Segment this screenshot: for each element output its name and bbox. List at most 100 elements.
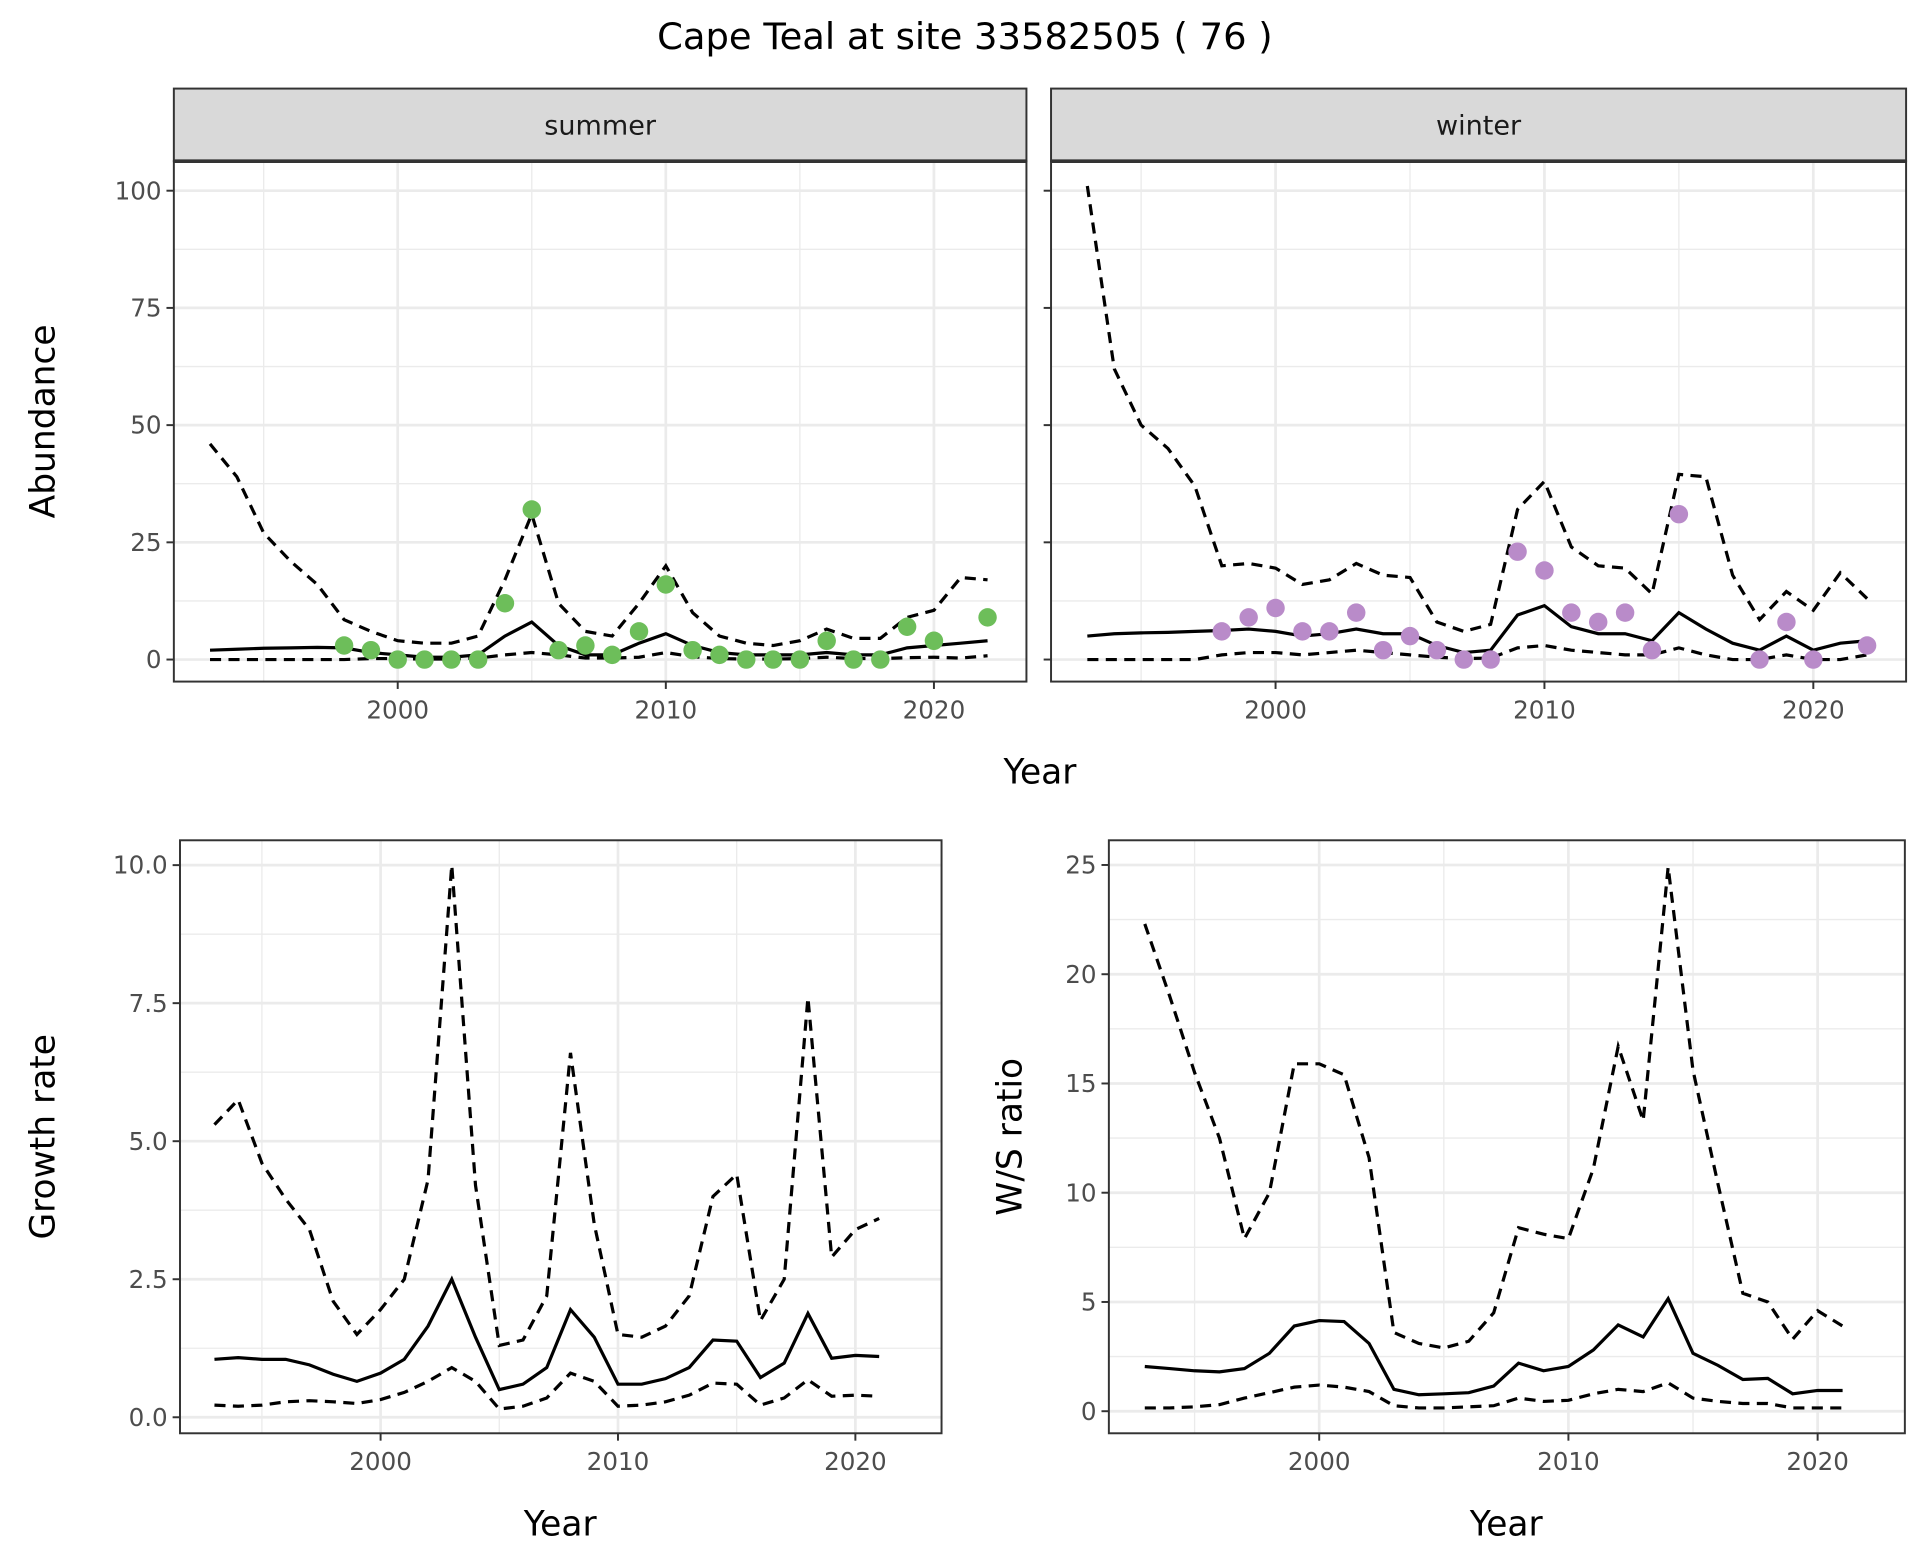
y-tick-label: 20 xyxy=(1065,960,1096,989)
y-tick-label: 0 xyxy=(146,645,162,674)
series-line-upper xyxy=(213,865,880,1348)
y-axis-label: Growth rate xyxy=(24,1034,64,1240)
data-point xyxy=(1508,542,1527,561)
x-tick-label: 2010 xyxy=(1513,695,1576,724)
data-point xyxy=(1400,626,1420,646)
y-tick-label: 50 xyxy=(130,411,161,440)
data-point xyxy=(361,640,381,660)
data-point xyxy=(334,636,354,655)
data-point xyxy=(1454,650,1474,669)
x-tick-label: 2010 xyxy=(635,695,698,724)
y-tick-label: 100 xyxy=(115,176,162,205)
data-point xyxy=(924,631,944,651)
y-axis-label: Abundance xyxy=(24,324,64,518)
panel-border xyxy=(1107,839,1906,1435)
y-tick-label: 5.0 xyxy=(129,1127,168,1156)
data-point xyxy=(1857,636,1877,655)
panel-ratio: 0 5 10 15 20 25 2000 2010 2020 W/S ratio Year xyxy=(991,839,1906,1544)
facet-strip xyxy=(172,87,1028,163)
x-tick-label: 2010 xyxy=(587,1447,650,1476)
series-line-lower xyxy=(1087,643,1868,662)
y-tick-label: 75 xyxy=(130,294,161,323)
x-tick-label: 2000 xyxy=(1244,695,1307,724)
data-point xyxy=(442,650,461,669)
series-line-upper xyxy=(1085,185,1869,634)
x-tick-label: 2000 xyxy=(366,695,429,724)
plot-background xyxy=(173,161,1027,682)
series-line-lower xyxy=(1144,1381,1843,1410)
data-point xyxy=(549,640,568,660)
x-tick-label: 2010 xyxy=(1537,1447,1600,1476)
data-point xyxy=(1427,640,1447,660)
data-point xyxy=(576,636,595,655)
x-tick-label: 2020 xyxy=(1786,1447,1849,1476)
data-point xyxy=(1293,622,1312,641)
x-axis-label: Year xyxy=(523,1504,598,1544)
data-point xyxy=(844,650,863,669)
data-point xyxy=(1535,561,1554,580)
series-line-lower xyxy=(214,1365,880,1411)
x-axis-label: Year xyxy=(1469,1504,1544,1544)
y-tick-label: 7.5 xyxy=(129,989,168,1018)
x-tick-label: 2020 xyxy=(1782,695,1845,724)
data-point xyxy=(1239,608,1258,627)
y-tick-label: 5 xyxy=(1081,1288,1097,1317)
panel-border xyxy=(179,839,943,1435)
panel-summer: summer 0 25 50 75 100 2000 2010 2020 Abundance xyxy=(24,87,1028,724)
series-line-mean xyxy=(214,1275,880,1392)
plot-background xyxy=(1051,161,1907,682)
data-point xyxy=(683,640,702,660)
y-axis-label: W/S ratio xyxy=(991,1058,1031,1216)
y-tick-label: 15 xyxy=(1065,1069,1096,1098)
data-point xyxy=(1320,622,1339,641)
data-point xyxy=(978,608,997,627)
data-point xyxy=(629,622,649,641)
data-point xyxy=(871,650,890,669)
chart-title: Cape Teal at site 33582505 ( 76 ) xyxy=(657,15,1273,58)
data-point xyxy=(1669,504,1689,524)
data-point xyxy=(1750,650,1769,669)
data-point xyxy=(1642,640,1662,660)
series-line-upper xyxy=(1143,866,1844,1350)
data-point xyxy=(1481,650,1500,669)
y-tick-label: 0.0 xyxy=(129,1403,168,1432)
plot-background xyxy=(180,840,942,1434)
data-point xyxy=(763,650,783,669)
data-point xyxy=(522,500,542,519)
data-point xyxy=(495,594,515,613)
data-point xyxy=(388,650,407,669)
data-point xyxy=(1615,603,1635,622)
data-point xyxy=(1373,640,1393,660)
x-tick-label: 2020 xyxy=(903,695,966,724)
data-point xyxy=(656,575,676,594)
y-tick-label: 10 xyxy=(1065,1178,1096,1207)
data-point xyxy=(1346,603,1366,622)
data-point xyxy=(1777,612,1796,632)
facet-label: winter xyxy=(1436,111,1522,142)
data-point xyxy=(1562,603,1581,622)
x-tick-label: 2000 xyxy=(1288,1447,1351,1476)
panel-winter: winter 2000 2010 2020 xyxy=(1043,87,1908,724)
data-point xyxy=(602,645,622,665)
data-point xyxy=(737,650,756,669)
x-tick-label: 2020 xyxy=(824,1447,887,1476)
facet-label: summer xyxy=(544,111,657,142)
y-tick-label: 25 xyxy=(1065,851,1096,880)
series-line-mean xyxy=(1144,1295,1843,1397)
x-axis-label-abundance: Year xyxy=(1003,753,1078,793)
data-point xyxy=(710,645,729,665)
data-point xyxy=(468,650,488,669)
data-point xyxy=(1266,598,1285,618)
y-tick-label: 0 xyxy=(1081,1397,1097,1426)
data-point xyxy=(1212,622,1232,641)
data-point xyxy=(415,650,434,669)
y-tick-label: 2.5 xyxy=(129,1265,168,1294)
x-tick-label: 2000 xyxy=(349,1447,412,1476)
panel-growth: 0.0 2.5 5.0 7.5 10.0 2000 2010 2020 Growth rate Y… xyxy=(24,839,943,1544)
y-tick-label: 10.0 xyxy=(113,851,168,880)
data-point xyxy=(1588,612,1608,632)
data-point xyxy=(790,650,810,669)
plot-background xyxy=(1108,840,1905,1434)
facet-strip xyxy=(1050,87,1908,163)
